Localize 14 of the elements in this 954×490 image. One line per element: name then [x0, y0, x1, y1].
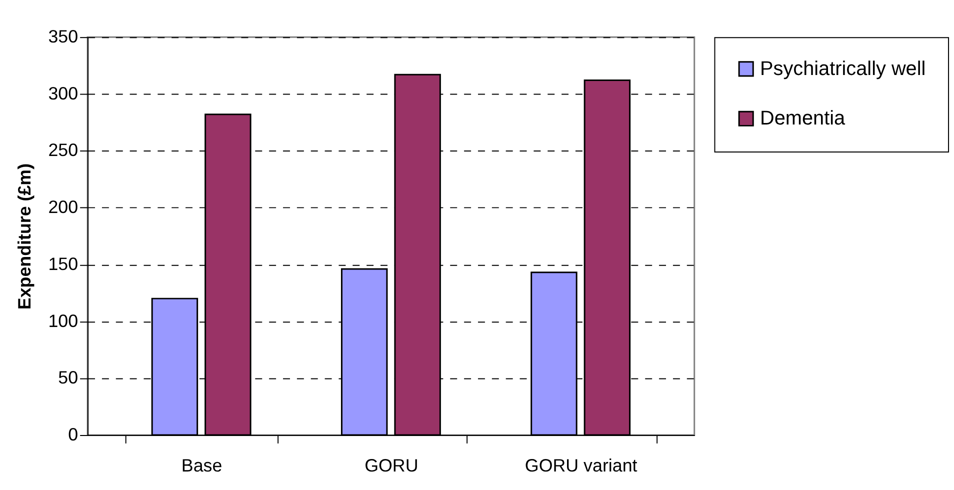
y-tick-label: 300 — [48, 83, 78, 104]
y-tick-label: 0 — [68, 424, 78, 444]
y-tick-label: 50 — [58, 368, 78, 388]
y-tick-label: 100 — [48, 310, 78, 331]
y-tick-label: 200 — [48, 197, 78, 218]
legend-label: Dementia — [760, 108, 846, 130]
y-axis-title: Expenditure (£m) — [14, 163, 34, 310]
x-tick-label: GORU — [364, 455, 418, 476]
y-tick-label: 350 — [48, 26, 78, 47]
legend-label: Psychiatrically well — [760, 58, 926, 80]
y-tick-label: 150 — [48, 254, 78, 274]
x-tick-label: GORU variant — [524, 455, 638, 476]
x-tick-label: Base — [181, 455, 222, 476]
y-tick-label: 250 — [48, 140, 78, 160]
